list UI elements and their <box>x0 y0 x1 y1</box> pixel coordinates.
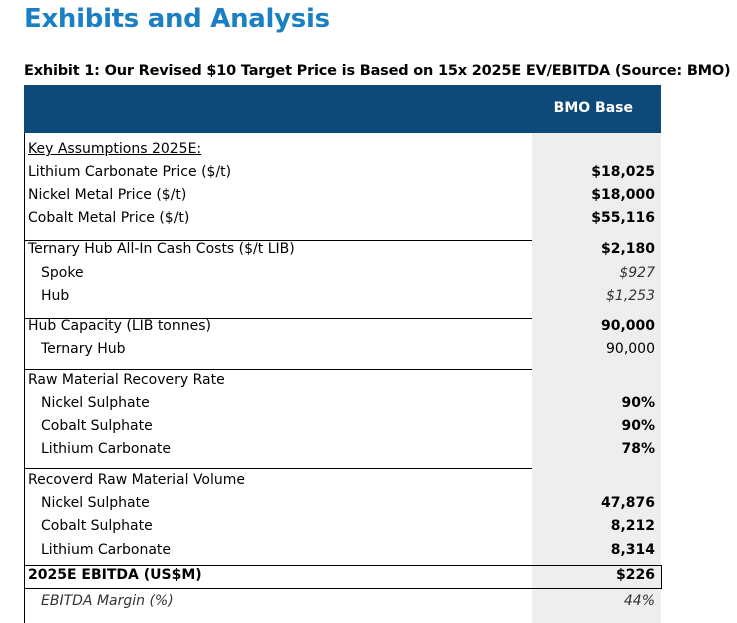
row-value: 44% <box>623 593 655 609</box>
row-label: Cobalt Metal Price ($/t) <box>28 210 190 226</box>
table-row: Hub Capacity (LIB tonnes) 90,000 <box>24 315 661 338</box>
row-label: Lithium Carbonate Price ($/t) <box>28 164 232 180</box>
table-row: Lithium Carbonate 8,314 <box>24 539 661 562</box>
row-label: EBITDA Margin (%) <box>41 593 174 609</box>
table-row: Nickel Sulphate 47,876 <box>24 492 661 515</box>
table-row: Spoke $927 <box>24 262 661 285</box>
table-header: BMO Base <box>24 85 661 133</box>
table-row: Recoverd Raw Material Volume <box>24 469 661 492</box>
exhibit-table: BMO Base Key Assumptions 2025E: Lithium … <box>24 85 662 623</box>
row-value: 47,876 <box>600 495 655 511</box>
page-title: Exhibits and Analysis <box>24 4 330 34</box>
table-row: Cobalt Metal Price ($/t) $55,116 <box>24 207 661 230</box>
row-label: Ternary Hub <box>41 341 126 357</box>
row-label: Cobalt Sulphate <box>41 418 153 434</box>
section-divider <box>24 318 532 319</box>
row-label: Cobalt Sulphate <box>41 518 153 534</box>
row-value: 78% <box>621 441 655 457</box>
table-row: Ternary Hub All-In Cash Costs ($/t LIB) … <box>24 238 661 261</box>
row-value: 90,000 <box>600 318 655 334</box>
row-value: 90% <box>621 395 655 411</box>
row-label: Nickel Metal Price ($/t) <box>28 187 187 203</box>
ebitda-row-border <box>24 565 662 589</box>
row-label: Spoke <box>41 265 84 281</box>
row-value: 8,314 <box>610 542 655 558</box>
row-label: Hub <box>41 288 70 304</box>
exhibit-caption: Exhibit 1: Our Revised $10 Target Price … <box>24 63 731 79</box>
table-row: Lithium Carbonate Price ($/t) $18,025 <box>24 161 661 184</box>
table-row-ebitda: 2025E EBITDA (US$M) $226 <box>24 564 661 587</box>
row-label: Hub Capacity (LIB tonnes) <box>28 318 211 334</box>
row-label: 2025E EBITDA (US$M) <box>28 567 202 583</box>
table-left-border <box>24 133 25 623</box>
section-divider <box>24 240 532 241</box>
table-row: Cobalt Sulphate 8,212 <box>24 515 661 538</box>
table-row: Hub $1,253 <box>24 285 661 308</box>
row-value: $2,180 <box>600 241 655 257</box>
table-row: Cobalt Sulphate 90% <box>24 415 661 438</box>
table-row: Nickel Sulphate 90% <box>24 392 661 415</box>
row-value: $927 <box>619 265 655 281</box>
table-row: Key Assumptions 2025E: <box>24 138 661 161</box>
section-divider <box>24 468 532 469</box>
row-label: Key Assumptions 2025E: <box>28 141 202 157</box>
row-value: 90,000 <box>606 341 655 357</box>
row-value: $226 <box>616 567 655 583</box>
row-label: Recoverd Raw Material Volume <box>28 472 246 488</box>
row-value: 90% <box>621 418 655 434</box>
row-label: Nickel Sulphate <box>41 395 150 411</box>
table-row: Ternary Hub 90,000 <box>24 338 661 361</box>
row-value: $55,116 <box>591 210 655 226</box>
table-row: EBITDA Margin (%) 44% <box>24 590 661 613</box>
row-label: Nickel Sulphate <box>41 495 150 511</box>
row-value: $1,253 <box>606 288 655 304</box>
row-value: 8,212 <box>610 518 655 534</box>
table-row: Nickel Metal Price ($/t) $18,000 <box>24 184 661 207</box>
value-column-shading <box>532 133 661 623</box>
table-row: Lithium Carbonate 78% <box>24 438 661 461</box>
row-value: $18,025 <box>591 164 655 180</box>
table-row: Raw Material Recovery Rate <box>24 369 661 392</box>
row-value: $18,000 <box>591 187 655 203</box>
row-label: Lithium Carbonate <box>41 542 172 558</box>
row-label: Raw Material Recovery Rate <box>28 372 225 388</box>
row-label: Ternary Hub All-In Cash Costs ($/t LIB) <box>28 241 295 257</box>
section-divider <box>24 369 532 370</box>
row-label: Lithium Carbonate <box>41 441 172 457</box>
column-header-bmo-base: BMO Base <box>553 100 633 116</box>
